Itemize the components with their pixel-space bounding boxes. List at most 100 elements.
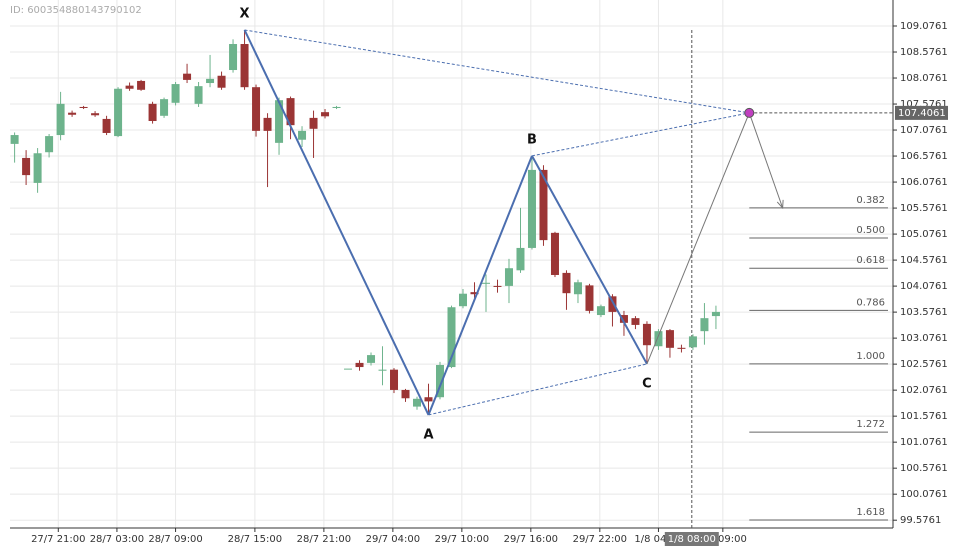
candle-body — [217, 75, 226, 88]
candle-body — [240, 44, 249, 88]
projection-arrow — [748, 112, 784, 209]
candle-body — [194, 86, 203, 104]
projection-leg — [646, 112, 750, 365]
candle-body — [619, 315, 628, 323]
y-tick-label: 103.5761 — [900, 307, 948, 318]
y-tick-label: 107.0761 — [900, 125, 948, 136]
price-label: 107.4061 — [898, 108, 946, 119]
pattern-label: B — [527, 132, 537, 147]
candle-body — [91, 113, 100, 116]
price-label-bg — [895, 105, 948, 120]
candle-body — [585, 285, 594, 311]
y-tick-label: 106.5761 — [900, 151, 948, 162]
candle-body — [286, 98, 295, 126]
x-tick-label: 29/7 22:00 — [573, 534, 627, 545]
candle-body — [148, 103, 157, 122]
y-tick-label: 106.0761 — [900, 177, 948, 188]
candle-body — [654, 331, 663, 347]
x-tick-label: 29/7 04:00 — [366, 534, 420, 545]
candle-body — [608, 296, 617, 312]
pattern-label: A — [423, 427, 433, 442]
candle-body — [263, 117, 272, 131]
pattern-leg — [427, 155, 533, 416]
candle-body — [33, 153, 42, 183]
candle-body — [413, 398, 422, 407]
y-tick-label: 102.0761 — [900, 385, 948, 396]
y-tick-label: 105.0761 — [900, 229, 948, 240]
candle-body — [688, 336, 697, 348]
pattern-diagonal — [531, 112, 750, 157]
candle-body — [665, 330, 674, 348]
candle-body — [367, 355, 376, 363]
candle-body — [102, 118, 111, 133]
candle-body — [470, 292, 479, 295]
candle-body — [573, 282, 582, 295]
y-tick-label: 105.5761 — [900, 203, 948, 214]
fib-label: 0.618 — [856, 255, 885, 266]
candle-body — [711, 311, 720, 317]
y-tick-label: 104.0761 — [900, 281, 948, 292]
candle-body — [56, 103, 65, 136]
candle-body — [79, 106, 88, 108]
candle-body — [321, 112, 330, 117]
pattern-diagonal — [428, 363, 648, 416]
pattern-leg — [531, 155, 648, 365]
chart-id: ID: 600354880143790102 — [10, 5, 142, 16]
candle-body — [10, 135, 19, 144]
x-tick-label: 28/7 21:00 — [297, 534, 351, 545]
candle-body — [390, 369, 399, 390]
point-d — [744, 107, 755, 118]
candle-body — [183, 73, 192, 80]
candle-body — [22, 157, 31, 176]
y-tick-label: 102.5761 — [900, 359, 948, 370]
y-tick-label: 100.5761 — [900, 463, 948, 474]
candle-body — [458, 293, 467, 307]
x-tick-label: 28/7 03:00 — [90, 534, 144, 545]
arrow-head — [776, 199, 784, 210]
candle-body — [171, 84, 180, 103]
pattern-label: X — [240, 6, 250, 21]
candle-body — [516, 247, 525, 271]
x-tick-label: 27/7 21:00 — [31, 534, 85, 545]
candle-body — [401, 389, 410, 399]
crosshair-label-bg — [664, 532, 719, 546]
candle-body — [125, 85, 134, 89]
x-tick-label: 29/7 16:00 — [504, 534, 558, 545]
candle-body — [332, 106, 341, 108]
candle-body — [229, 44, 238, 71]
candle-body — [114, 88, 123, 137]
pattern-diagonal — [244, 29, 750, 114]
candle-body — [700, 318, 709, 332]
candle-body — [642, 323, 651, 346]
candle-body — [206, 78, 215, 84]
candle-body — [631, 318, 640, 325]
candle-body — [677, 347, 686, 349]
x-tick-label: 1/8 04:00 — [634, 534, 682, 545]
candle-body — [68, 112, 77, 115]
candle-body — [539, 169, 548, 241]
y-tick-label: 103.0761 — [900, 333, 948, 344]
fib-label: 1.000 — [856, 351, 885, 362]
x-tick-label: 28/7 15:00 — [228, 534, 282, 545]
candle-body — [527, 169, 536, 248]
candle-body — [378, 369, 387, 371]
candle-body — [137, 80, 146, 90]
x-tick-label: 29/7 10:00 — [435, 534, 489, 545]
candle-body — [309, 117, 318, 129]
x-tick-label: 28/7 09:00 — [148, 534, 202, 545]
candle-body — [160, 99, 169, 116]
fib-label: 1.272 — [856, 419, 885, 430]
candle-body — [45, 136, 54, 153]
x-tick-label: 1/8 09:00 — [699, 534, 747, 545]
fib-label: 0.382 — [856, 195, 885, 206]
candle-body — [424, 397, 433, 402]
candle-body — [298, 130, 307, 140]
candle-body — [275, 100, 284, 143]
y-tick-label: 100.0761 — [900, 489, 948, 500]
candle-body — [436, 364, 445, 398]
candle-body — [344, 368, 353, 370]
fib-label: 0.500 — [856, 225, 885, 236]
candle-body — [481, 282, 490, 284]
